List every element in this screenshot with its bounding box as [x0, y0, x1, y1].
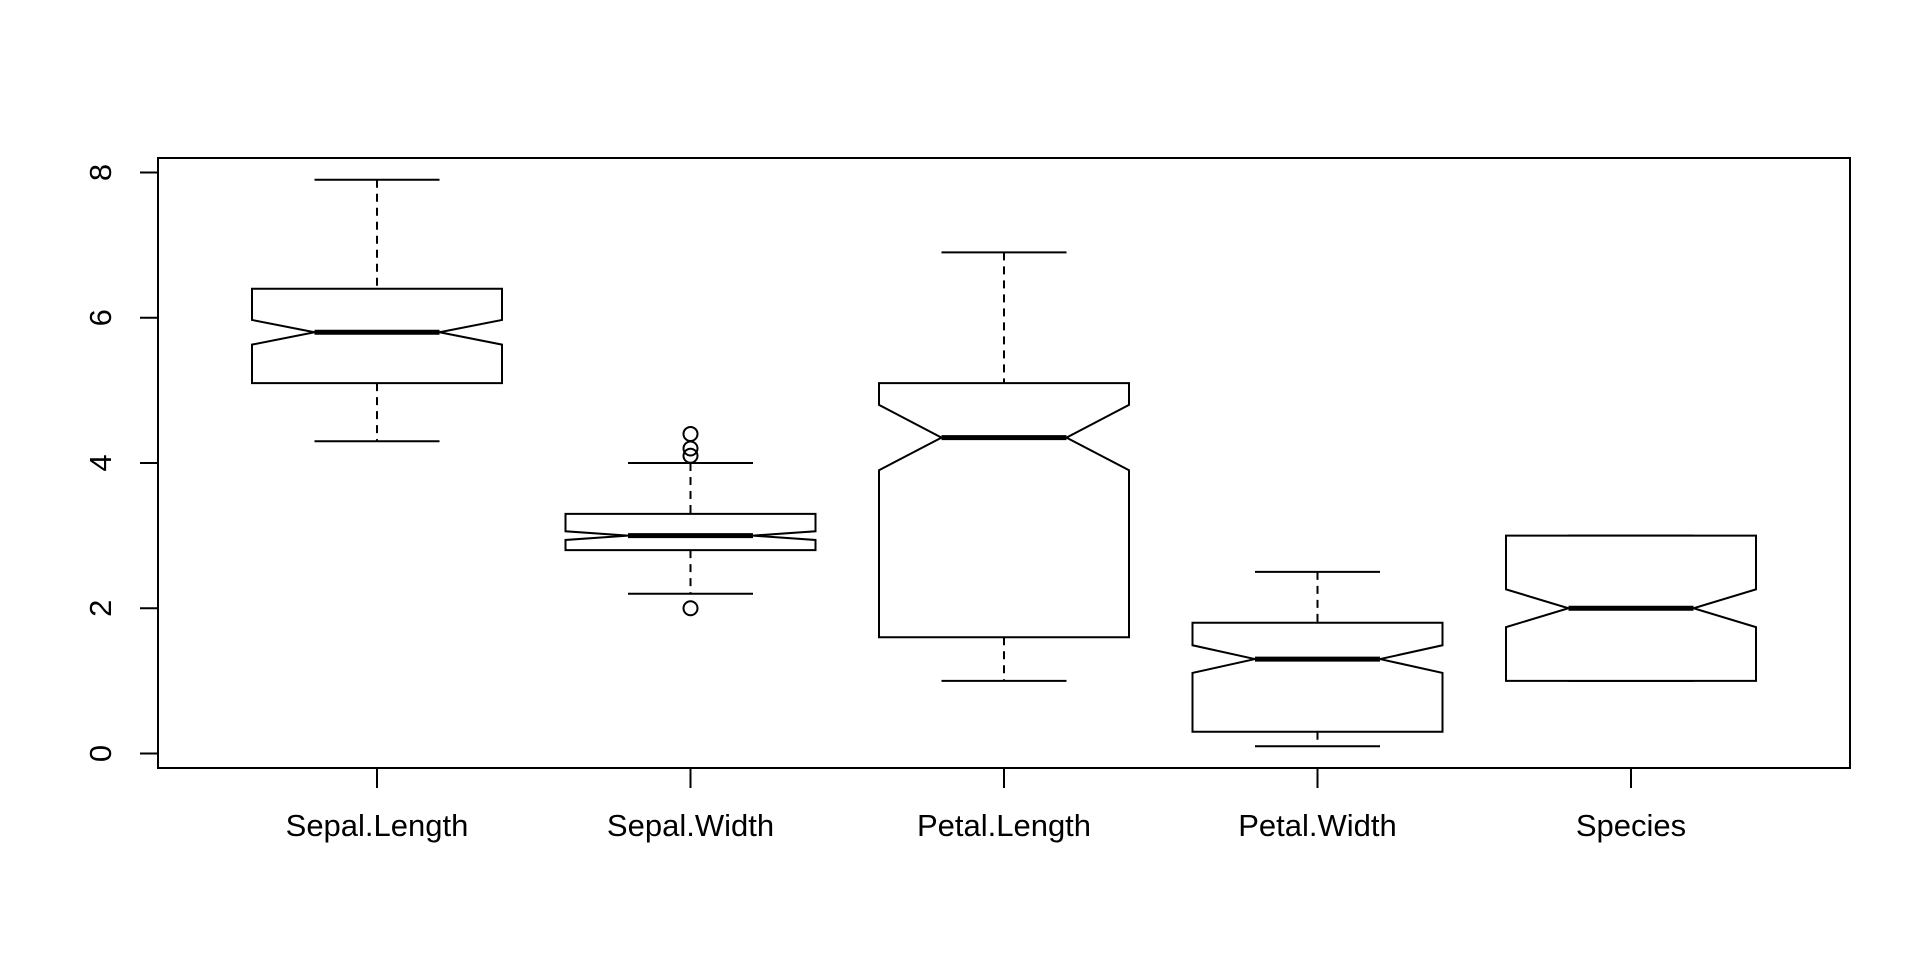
x-tick-label: Petal.Length — [917, 808, 1091, 843]
y-tick-label: 2 — [83, 600, 118, 617]
box-body — [878, 382, 1130, 639]
box-sepal-width — [564, 425, 817, 617]
y-tick-label: 6 — [83, 309, 118, 326]
box-petal-length — [878, 251, 1130, 682]
outlier-point — [682, 425, 699, 442]
y-tick-label: 8 — [83, 164, 118, 181]
boxes-layer — [251, 178, 1757, 748]
box-body — [1191, 621, 1444, 733]
x-axis: Sepal.Length Sepal.Width Petal.Length Petal… — [286, 768, 1686, 843]
x-tick-label: Sepal.Length — [286, 808, 469, 843]
y-axis: 0 2 4 6 8 — [83, 164, 159, 762]
box-species — [1505, 534, 1757, 682]
outlier-point — [682, 447, 699, 464]
y-tick-label: 4 — [83, 454, 118, 471]
box-petal-width — [1191, 570, 1444, 748]
x-tick-label: Sepal.Width — [607, 808, 774, 843]
box-body — [251, 287, 503, 385]
outlier-point — [682, 440, 699, 457]
box-sepal-length — [251, 178, 503, 443]
x-tick-label: Petal.Width — [1238, 808, 1397, 843]
y-tick-label: 0 — [83, 745, 118, 762]
x-tick-label: Species — [1576, 808, 1686, 843]
box-body — [564, 512, 817, 552]
outlier-point — [682, 600, 699, 617]
